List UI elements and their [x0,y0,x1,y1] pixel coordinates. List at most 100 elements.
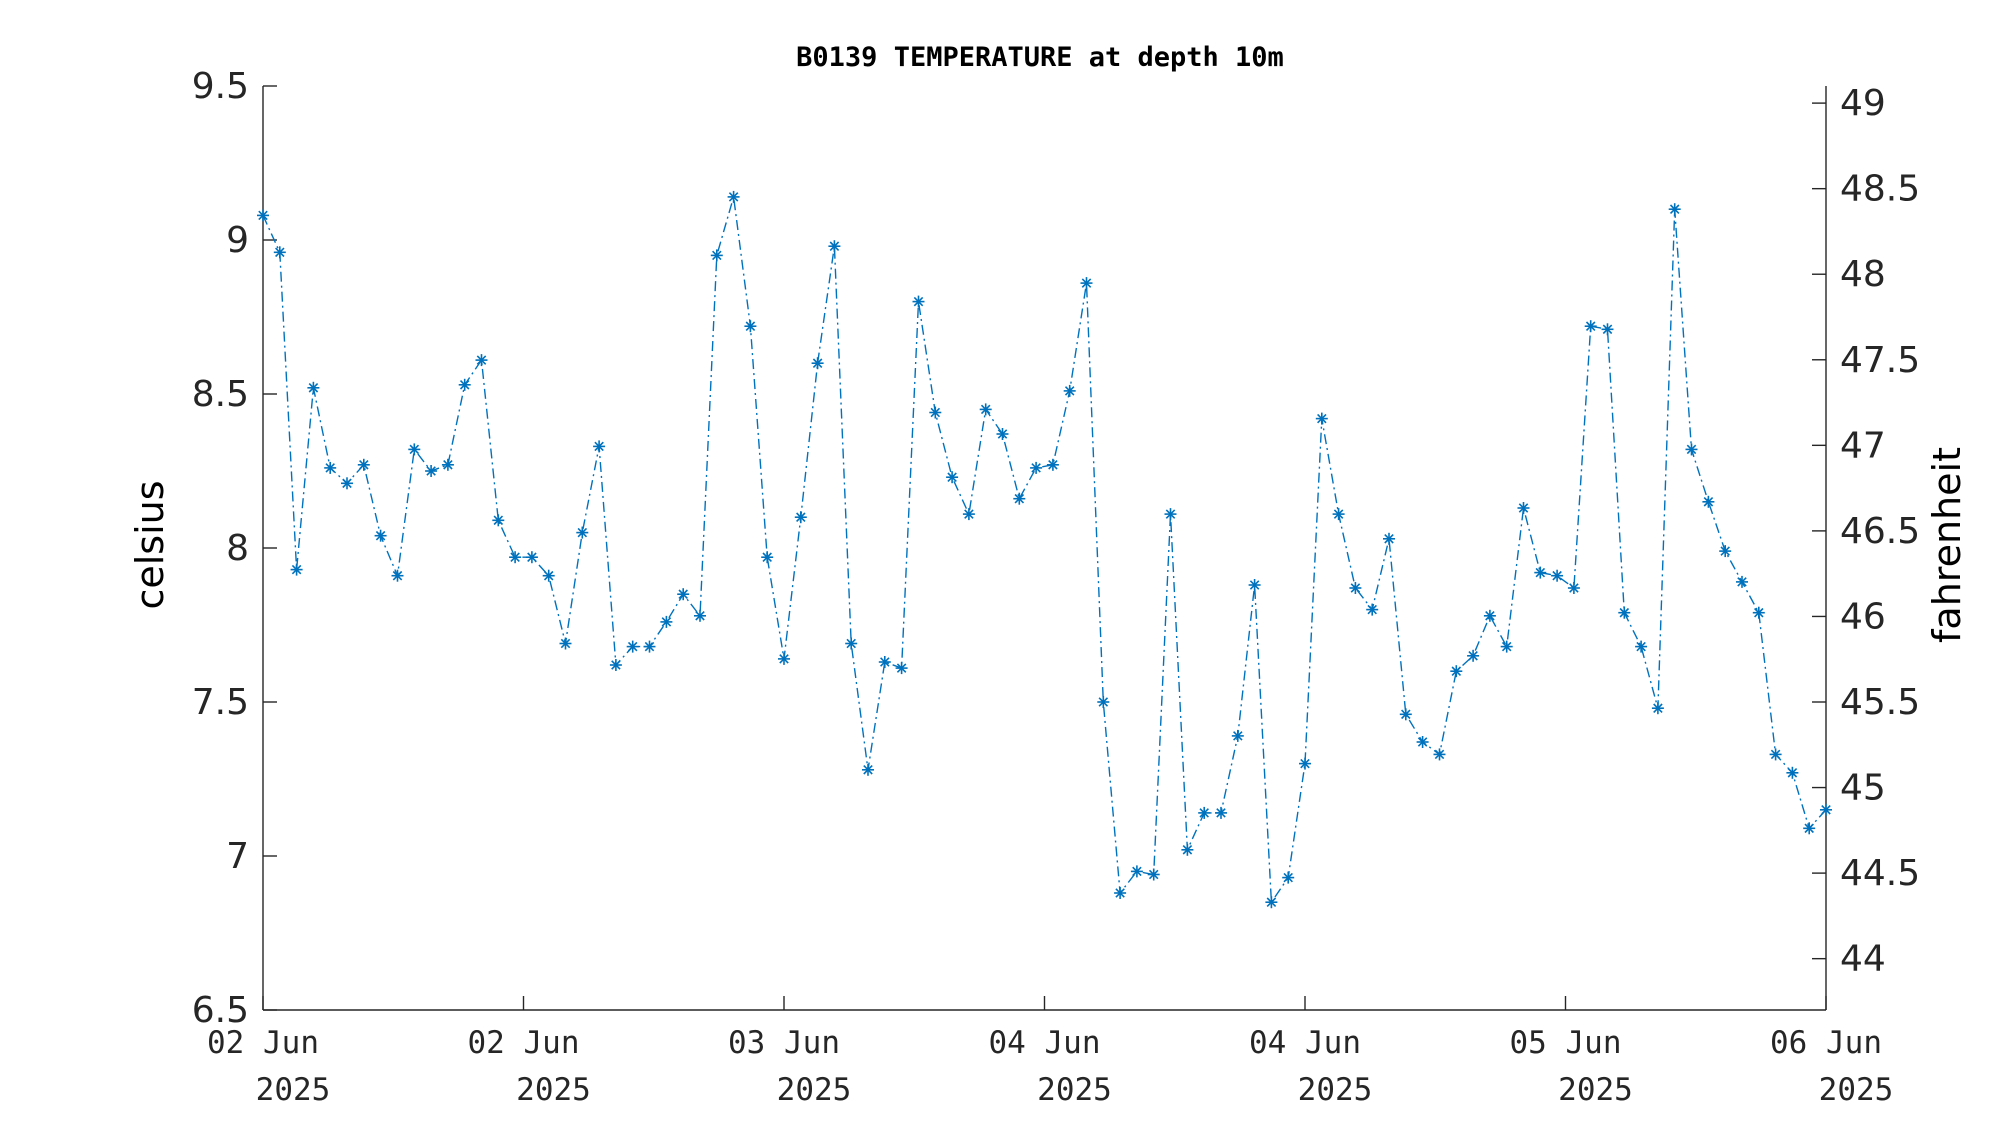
marker-stroke [275,247,285,258]
marker-stroke [1636,641,1646,652]
marker-stroke [678,589,688,599]
marker-stroke [846,638,856,649]
data-point-marker [1467,649,1480,662]
marker-stroke [627,641,638,652]
data-point-marker [694,609,706,622]
marker-stroke [1535,567,1546,578]
data-point-marker [1651,702,1664,715]
data-point-marker [1265,896,1278,909]
marker-stroke [1501,641,1512,652]
data-point-marker [542,569,555,582]
data-point-marker [811,357,824,370]
data-point-marker [1248,579,1261,591]
data-point-marker [761,551,774,564]
marker-stroke [1619,607,1630,618]
y-tick-right-label: 45.5 [1840,682,1920,723]
data-point-marker [727,190,740,203]
marker-stroke [493,515,504,526]
marker-stroke [510,552,520,562]
data-point-marker [996,428,1009,440]
marker-stroke [1653,703,1663,713]
marker-stroke [527,552,537,562]
data-point-marker [845,637,858,650]
marker-stroke [409,444,420,455]
marker-stroke [291,564,302,575]
data-point-marker [1130,865,1143,878]
x-tick-label-date: 04 Jun [989,1025,1101,1061]
data-point-marker [1786,766,1799,779]
y-axis-label-left: celsius [128,480,172,609]
marker-stroke [1249,580,1260,590]
data-point-marker [1046,458,1059,471]
marker-stroke [1754,607,1764,618]
data-point-marker [1534,566,1547,579]
data-point-marker [828,240,841,253]
data-point-marker [677,588,690,601]
data-point-marker [1299,757,1311,770]
data-point-marker [1080,277,1093,290]
marker-stroke [896,663,907,673]
marker-stroke [1417,737,1428,747]
marker-stroke [1233,731,1243,741]
y-axis-label-right: fahrenheit [1925,447,1969,643]
data-point-marker [794,511,807,524]
marker-stroke [1199,808,1209,818]
data-point-marker [290,563,303,576]
axes-layer: 6.5 7 7.5 8 8.5 9 9.5 44 44.5 45 45.5 46 46.5 47 47.5 4… [192,66,1920,1108]
data-point-marker [1433,748,1446,761]
marker-stroke [359,460,369,470]
data-point-marker [1450,665,1463,678]
marker-stroke [1737,577,1747,587]
y-tick-right-label: 44 [1840,939,1886,980]
marker-stroke [1720,546,1730,556]
marker-stroke [1770,749,1781,760]
marker-stroke [1552,570,1562,581]
data-point-marker [1752,606,1765,619]
marker-stroke [1384,534,1394,544]
data-point-marker [912,295,925,308]
data-point-marker [710,249,723,262]
data-point-marker [744,320,757,333]
marker-stroke [1804,823,1814,834]
marker-stroke [577,527,588,538]
marker-stroke [947,472,957,482]
marker-stroke [964,509,974,519]
marker-stroke [779,654,789,664]
marker-stroke [1031,463,1041,473]
data-point-marker [307,381,320,394]
marker-stroke [1569,583,1579,593]
marker-stroke [308,383,319,393]
data-point-marker [1282,871,1295,884]
marker-stroke [1602,324,1613,335]
marker-stroke [1148,869,1159,880]
data-point-marker [1114,887,1127,899]
data-point-marker [509,551,522,564]
marker-stroke [1283,872,1293,883]
data-point-marker [408,443,421,456]
y-tick-left-label: 6.5 [192,990,249,1031]
data-point-marker [1668,203,1681,216]
data-point-marker [1736,575,1748,588]
data-point-marker [1013,492,1026,505]
data-point-marker [374,529,387,542]
x-tick-label-year: 2025 [1298,1072,1373,1108]
y-tick-left-label: 9.5 [192,66,249,107]
marker-stroke [1333,509,1344,519]
data-point-marker [324,461,337,474]
data-point-marker [257,209,269,222]
data-point-marker [962,508,975,521]
marker-stroke [728,192,739,202]
data-point-marker [1332,508,1345,521]
marker-stroke [1468,651,1478,661]
marker-stroke [1300,758,1310,769]
marker-stroke [325,463,335,473]
data-point-marker [357,458,370,471]
data-point-marker [1685,443,1698,456]
data-point-marker [475,354,488,367]
x-tick-label-date: 03 Jun [728,1025,840,1061]
data-point-marker [626,640,639,653]
y-tick-right-label: 45 [1840,768,1886,809]
y-tick-right-label: 48 [1840,254,1886,295]
y-tick-right-label: 47.5 [1840,340,1920,381]
